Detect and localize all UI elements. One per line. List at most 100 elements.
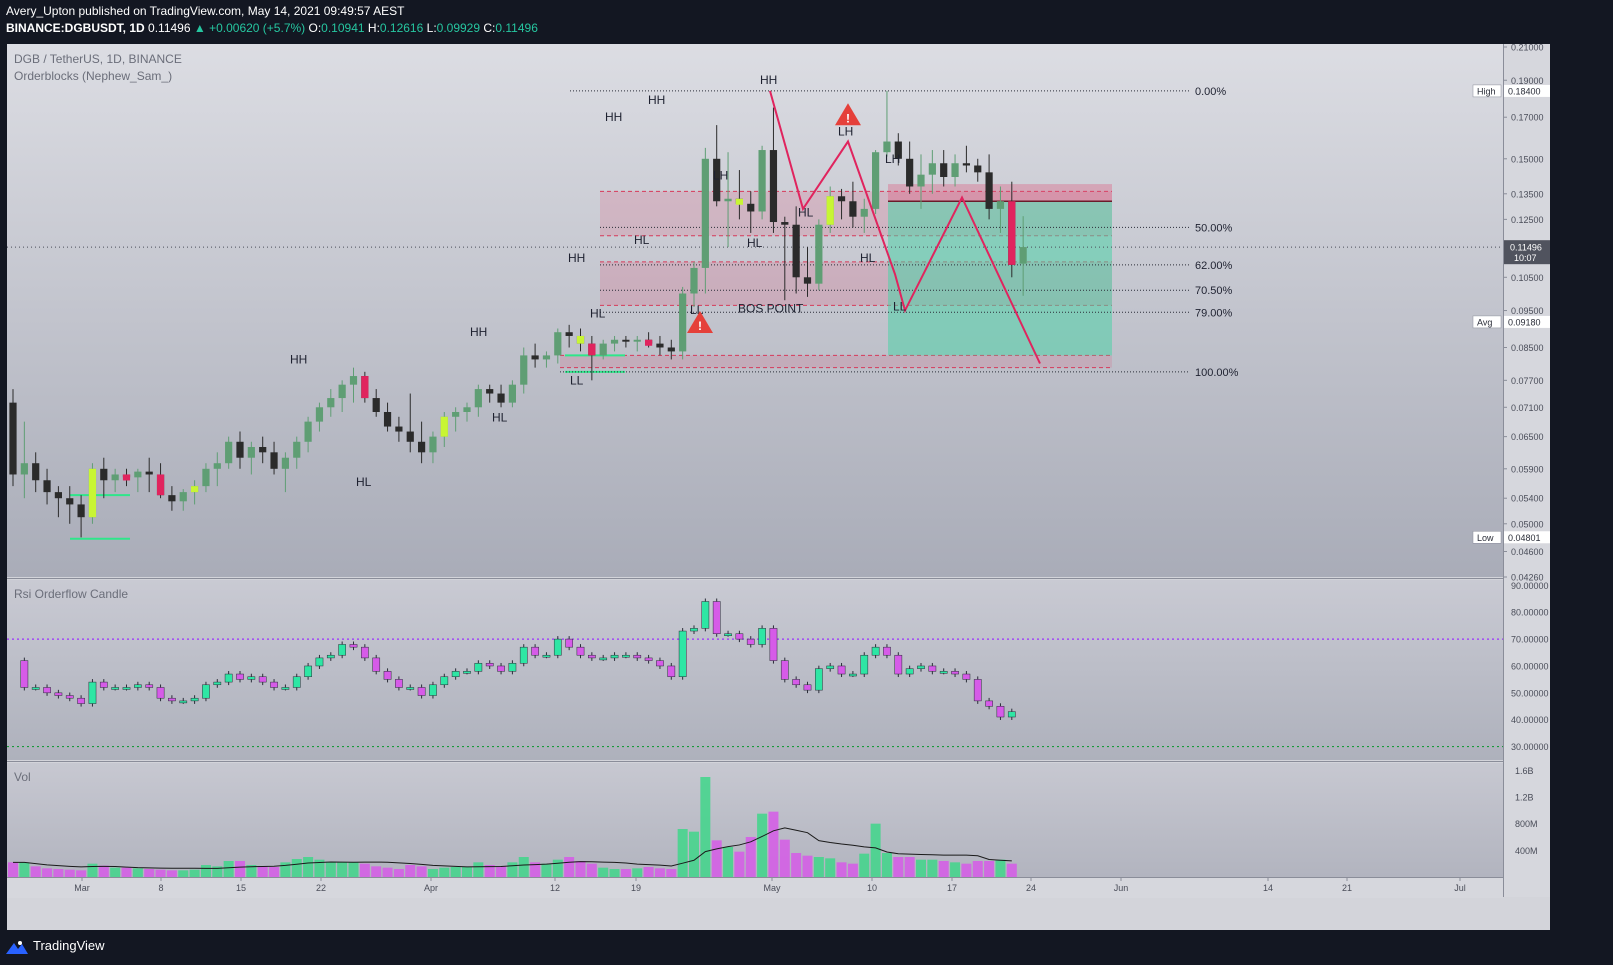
structure-label: LH	[885, 152, 900, 166]
rsi-candle-body	[542, 654, 551, 658]
candle-body	[531, 355, 539, 360]
rsi-candle-body	[292, 676, 301, 688]
price-axis-label: 0.05400	[1511, 494, 1544, 504]
highlight-candle-body	[645, 339, 653, 346]
volume-bar	[87, 863, 98, 877]
rsi-candle-body	[871, 646, 880, 656]
rsi-candle-body	[168, 697, 176, 702]
price-badge-text: 0.09180	[1508, 317, 1541, 327]
rsi-candle-body	[451, 671, 460, 677]
main-pane-title: DGB / TetherUS, 1D, BINANCE	[14, 52, 182, 66]
volume-bar	[439, 867, 450, 877]
candle-body	[679, 293, 687, 352]
tradingview-brand[interactable]: TradingView	[33, 938, 105, 953]
rsi-candle-body	[610, 654, 619, 659]
publisher-text: Avery_Upton published on TradingView.com…	[6, 4, 405, 18]
candle-body	[43, 480, 51, 493]
volume-bar	[257, 866, 268, 877]
volume-bar	[484, 865, 495, 877]
volume-bar	[1006, 863, 1017, 877]
symbol-line: BINANCE:DGBUSDT, 1D 0.11496 ▲ +0.00620 (…	[6, 21, 538, 35]
rsi-axis-label: 30.00000	[1511, 742, 1549, 752]
candle-body	[134, 471, 142, 478]
projection-zigzag	[769, 90, 1041, 364]
rsi-candle-body	[43, 687, 51, 694]
rsi-candle-body	[917, 665, 925, 669]
chart-canvas[interactable]: DGB / TetherUS, 1D, BINANCE Orderblocks (…	[0, 0, 1613, 930]
rsi-candle-body	[678, 630, 687, 677]
rsi-candle-body	[270, 681, 278, 688]
tradingview-logo-icon[interactable]	[6, 940, 28, 954]
price-axis-label: 0.04260	[1511, 573, 1544, 583]
volume-ma-line	[13, 827, 1012, 869]
price-badge-tag	[1472, 84, 1502, 98]
price-axis-label: 0.06500	[1511, 432, 1544, 442]
symbol-text: BINANCE:DGBUSDT, 1D	[6, 21, 145, 35]
volume-bar	[620, 869, 631, 877]
indicator-title: Orderblocks (Nephew_Sam_)	[14, 69, 172, 83]
highlight-candle-body	[735, 198, 743, 205]
structure-label: HL	[798, 206, 814, 220]
candle-body	[429, 436, 437, 453]
rsi-candle-body	[849, 673, 857, 677]
rsi-candle-body	[951, 671, 959, 675]
volume-bar	[791, 853, 802, 877]
volume-bar	[121, 867, 132, 877]
volume-bar	[723, 847, 734, 877]
candle-body	[281, 457, 289, 469]
rsi-candle-body	[633, 654, 642, 659]
rsi-candle-body	[1007, 711, 1016, 718]
price-axis-label: 0.07700	[1511, 376, 1544, 386]
candle-body	[894, 141, 902, 159]
highlight-candle-body	[440, 416, 448, 437]
candle-body	[837, 196, 846, 202]
volume-bar	[155, 869, 166, 877]
structure-label: HL	[634, 233, 650, 247]
time-axis-label: May	[763, 883, 781, 893]
volume-bar	[507, 862, 518, 877]
candle-body	[1019, 247, 1027, 264]
candle-body	[769, 150, 778, 223]
countdown-text: 10:07	[1514, 253, 1537, 263]
candle-body	[486, 389, 494, 394]
candle-body	[803, 277, 812, 284]
warning-icon	[835, 103, 861, 126]
rsi-candle-body	[656, 660, 664, 667]
volume-bar	[564, 857, 575, 877]
volume-bar	[768, 811, 779, 877]
main-pane-bg	[7, 44, 1503, 577]
rsi-candle-body	[224, 673, 233, 683]
price-axis-label: 0.12500	[1511, 215, 1544, 225]
open-value: 0.10941	[321, 21, 365, 35]
rsi-candle-body	[939, 671, 948, 674]
rsi-candle-body	[88, 681, 97, 704]
price-badge-tag-text: Low	[1477, 533, 1494, 543]
rsi-candle-body	[837, 665, 846, 675]
price-change: ▲ +0.00620 (+5.7%)	[193, 21, 306, 35]
candle-body	[917, 174, 925, 187]
time-axis-label: 22	[316, 883, 326, 893]
structure-label: HL	[356, 475, 372, 489]
rsi-candle-body	[145, 684, 154, 688]
candle-body	[815, 224, 823, 284]
rsi-candle-body	[429, 684, 437, 696]
price-badge-text: 0.04801	[1508, 533, 1541, 543]
rsi-candle-body	[99, 681, 108, 688]
rsi-axis-label: 70.00000	[1511, 635, 1549, 645]
rsi-candle-body	[258, 676, 267, 683]
volume-bar	[938, 861, 949, 877]
structure-label: HH	[648, 93, 665, 107]
warning-icon	[687, 311, 713, 334]
rsi-candle-body	[474, 663, 483, 672]
rsi-candle-body	[406, 687, 415, 690]
highlight-candle-body	[88, 468, 97, 518]
price-axis-label: 0.05000	[1511, 519, 1544, 529]
volume-bar	[200, 865, 211, 877]
structure-label: LH	[713, 168, 728, 182]
orderblock-zone-low	[560, 355, 1112, 368]
structure-label: HH	[605, 110, 622, 124]
candle-body	[111, 474, 119, 481]
volume-bar	[291, 859, 302, 877]
time-axis-bg	[7, 878, 1503, 898]
